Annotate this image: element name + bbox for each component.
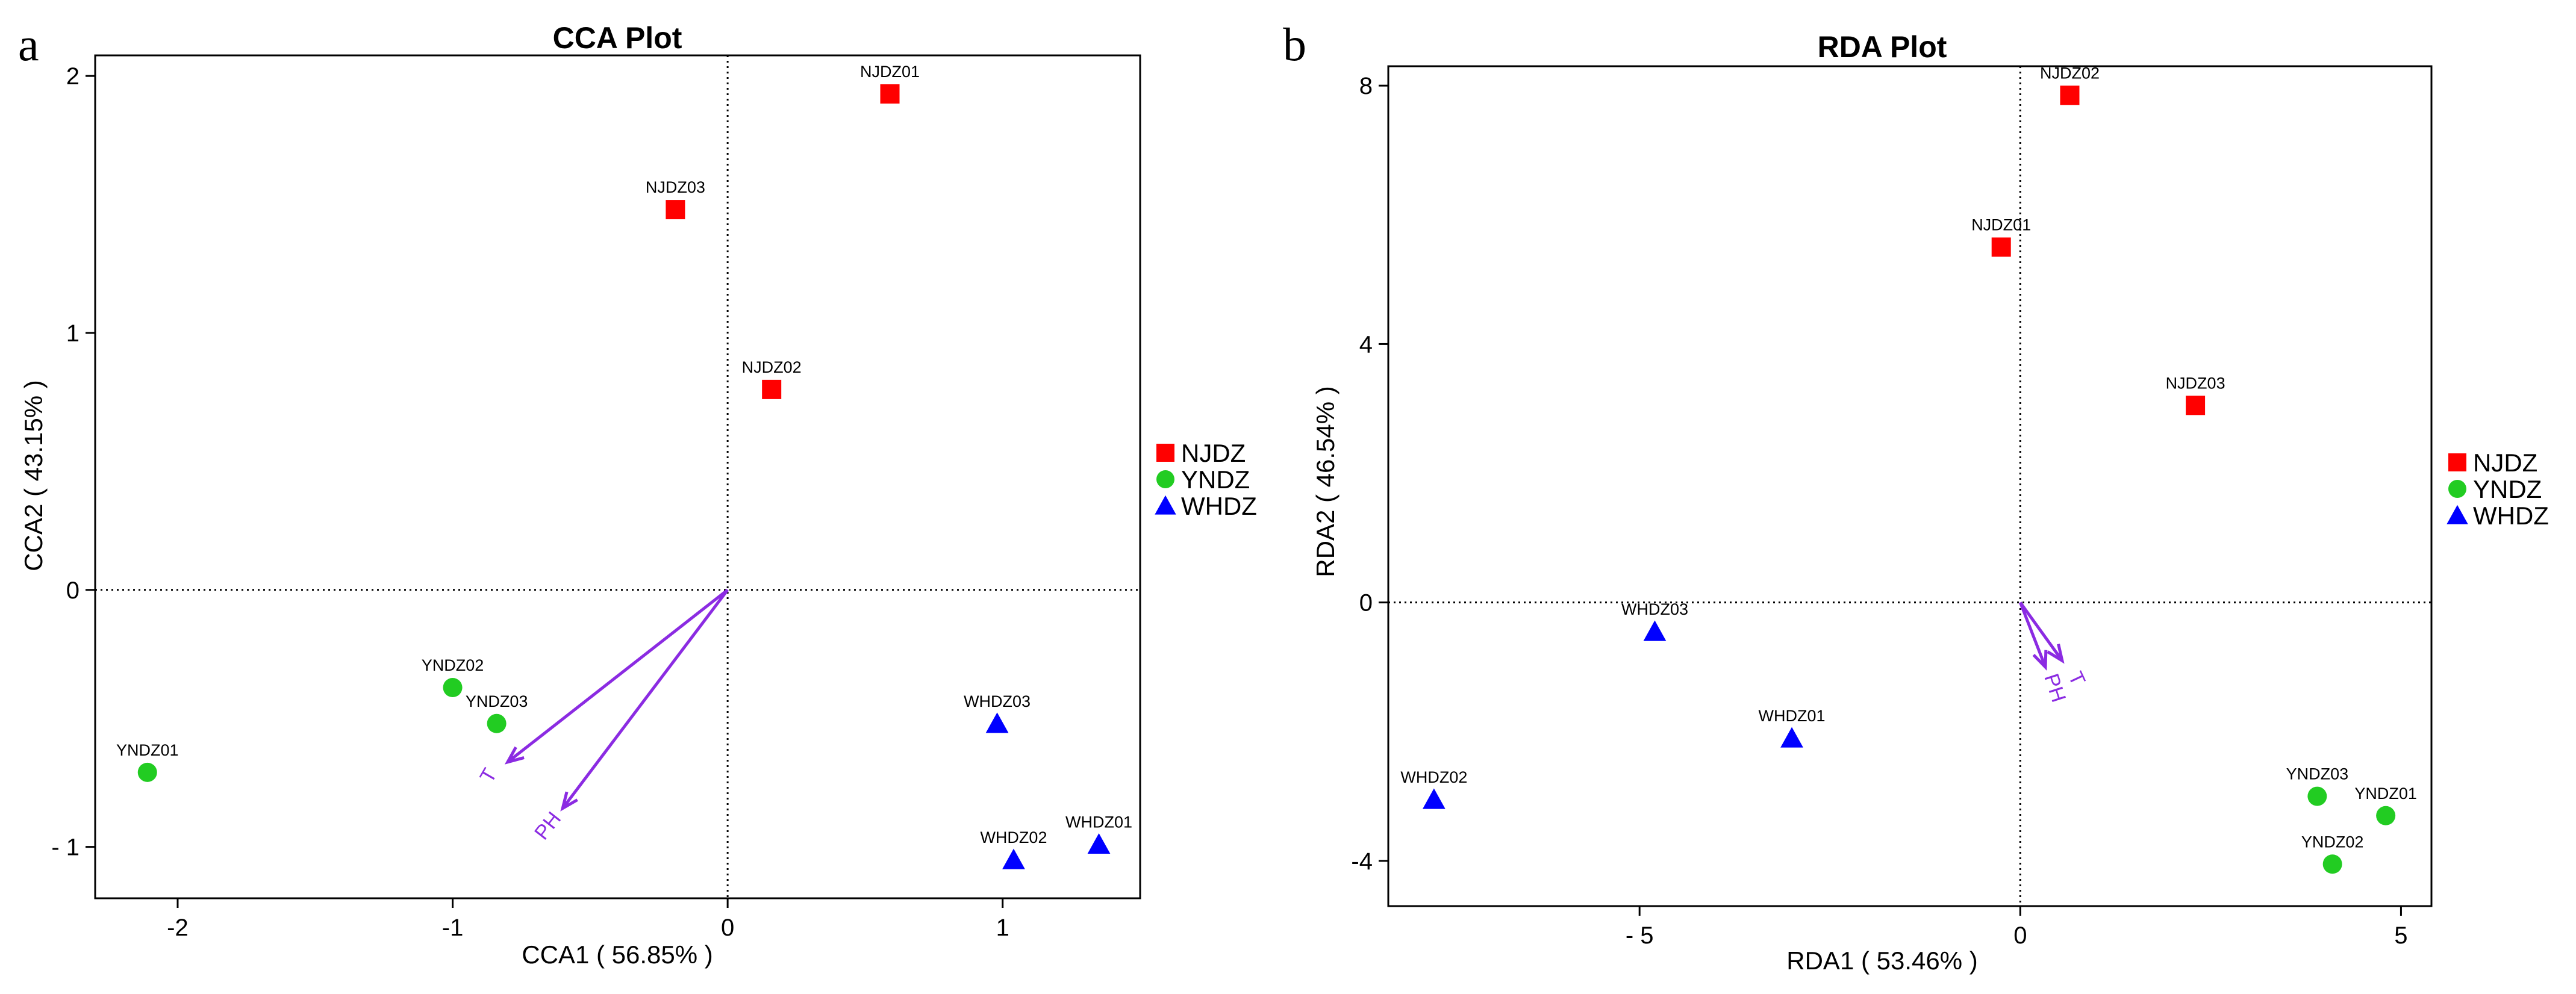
rda-point-njdz03	[2186, 396, 2206, 415]
rda-arrowhead-ph	[2032, 650, 2048, 671]
rda-point-whdz03	[1643, 620, 1667, 641]
rda-y-tick-label: -4	[1351, 848, 1373, 875]
rda-point-whdz02	[1422, 788, 1445, 809]
rda-point-label-yndz01: YNDZ01	[2354, 784, 2417, 803]
rda-points: NJDZ02 NJDZ01 NJDZ03 WHDZ03 WHDZ01 WHDZ02 YNDZ…	[1400, 64, 2417, 874]
cca-legend-label-whdz: WHDZ	[1181, 492, 1257, 520]
cca-env-arrows: T PH	[476, 588, 729, 844]
cca-point-yndz03	[487, 713, 507, 733]
cca-ticks: -2 -1 0 1 - 1 0 1 2	[51, 63, 1009, 941]
rda-arrow-t	[2019, 601, 2063, 662]
rda-title: RDA Plot	[1818, 30, 1947, 64]
cca-arrowhead-ph	[560, 791, 578, 812]
rda-panel: b RDA Plot RDA1 ( 53.46% ) RDA2 ( 46.54%…	[1283, 18, 2549, 975]
cca-x-tick-label: -1	[442, 915, 464, 941]
rda-point-yndz03	[2307, 786, 2327, 806]
rda-point-label-njdz01: NJDZ01	[1971, 216, 2031, 234]
rda-legend-label-whdz: WHDZ	[2473, 502, 2549, 530]
cca-y-tick-label: - 1	[51, 834, 80, 861]
cca-panel: a CCA Plot CCA1 ( 56.85% ) CCA2 ( 43.15%…	[18, 18, 1257, 969]
cca-legend-label-yndz: YNDZ	[1181, 465, 1250, 494]
rda-point-label-njdz02: NJDZ02	[2040, 64, 2100, 82]
cca-plot-frame	[94, 54, 1141, 899]
rda-point-njdz01	[1991, 237, 2011, 257]
rda-point-njdz02	[2060, 85, 2080, 105]
cca-x-tick-label: 0	[721, 915, 734, 941]
cca-legend-label-njdz: NJDZ	[1181, 439, 1246, 467]
panel-letter-a: a	[18, 18, 39, 70]
rda-arrow-label-ph: PH	[2039, 671, 2070, 705]
cca-point-label-whdz01: WHDZ01	[1065, 813, 1132, 831]
cca-reference-lines	[95, 55, 1140, 898]
rda-y-tick-label: 0	[1359, 590, 1373, 617]
cca-y-tick-label: 0	[66, 577, 80, 604]
rda-point-label-njdz03: NJDZ03	[2166, 374, 2225, 392]
cca-legend-marker-yndz	[1156, 470, 1174, 488]
cca-point-label-yndz01: YNDZ01	[116, 741, 179, 759]
cca-point-label-njdz01: NJDZ01	[860, 63, 920, 81]
cca-point-njdz01	[880, 84, 900, 104]
cca-x-axis-label: CCA1 ( 56.85% )	[522, 940, 713, 969]
cca-point-label-whdz03: WHDZ03	[964, 692, 1031, 710]
cca-arrow-label-ph: PH	[530, 807, 566, 844]
rda-plot-frame	[1387, 65, 2433, 907]
rda-legend-label-njdz: NJDZ	[2473, 449, 2537, 477]
rda-point-yndz02	[2322, 854, 2342, 874]
rda-arrow-ph	[2018, 601, 2047, 668]
rda-point-yndz01	[2376, 806, 2396, 825]
cca-title: CCA Plot	[553, 21, 682, 55]
cca-point-label-yndz02: YNDZ02	[422, 656, 484, 674]
cca-arrow-label-t: T	[476, 765, 502, 787]
rda-legend-marker-yndz	[2448, 480, 2466, 498]
rda-point-label-yndz02: YNDZ02	[2301, 833, 2364, 851]
cca-point-njdz03	[666, 200, 685, 220]
cca-legend-marker-whdz	[1155, 495, 1176, 515]
rda-point-label-whdz03: WHDZ03	[1621, 600, 1688, 618]
cca-point-njdz02	[762, 379, 782, 399]
cca-point-label-whdz02: WHDZ02	[980, 828, 1047, 846]
cca-legend-marker-njdz	[1156, 444, 1174, 462]
cca-point-label-njdz03: NJDZ03	[646, 178, 705, 196]
panel-letter-b: b	[1283, 18, 1306, 70]
cca-arrowhead-t	[504, 746, 525, 765]
rda-legend-marker-njdz	[2448, 453, 2466, 471]
rda-x-tick-label: - 5	[1626, 922, 1654, 949]
rda-env-arrows: TPH	[2018, 601, 2089, 705]
rda-legend-marker-whdz	[2447, 505, 2468, 524]
cca-point-whdz03	[985, 712, 1009, 733]
rda-y-tick-label: 4	[1359, 331, 1373, 358]
rda-ticks: - 5 0 5 -4 0 4 8	[1351, 73, 2407, 949]
cca-point-whdz02	[1002, 848, 1025, 869]
cca-y-tick-label: 1	[66, 320, 80, 347]
rda-point-label-whdz02: WHDZ02	[1400, 768, 1467, 786]
rda-point-whdz01	[1780, 727, 1803, 748]
rda-x-tick-label: 5	[2394, 922, 2407, 949]
cca-y-tick-label: 2	[66, 63, 80, 90]
rda-point-label-yndz03: YNDZ03	[2286, 765, 2349, 783]
cca-x-tick-label: 1	[996, 915, 1009, 941]
cca-x-tick-label: -2	[167, 915, 189, 941]
cca-y-axis-label: CCA2 ( 43.15% )	[19, 380, 48, 571]
cca-point-label-yndz03: YNDZ03	[466, 692, 528, 710]
rda-x-axis-label: RDA1 ( 53.46% )	[1786, 946, 1977, 975]
rda-point-label-whdz01: WHDZ01	[1759, 707, 1826, 725]
cca-arrow-t	[507, 588, 729, 763]
rda-y-axis-label: RDA2 ( 46.54% )	[1311, 386, 1339, 577]
cca-points: NJDZ01 NJDZ03 NJDZ02 YNDZ02 YNDZ03 YNDZ01 WHDZ…	[116, 63, 1132, 869]
rda-arrow-label-t: T	[2063, 668, 2089, 689]
cca-point-label-njdz02: NJDZ02	[742, 358, 802, 376]
rda-arrowhead-t	[2047, 644, 2065, 664]
cca-arrow-ph	[561, 589, 729, 810]
cca-point-yndz01	[137, 762, 157, 782]
rda-legend-label-yndz: YNDZ	[2473, 475, 2542, 503]
cca-point-whdz01	[1087, 833, 1111, 854]
rda-x-tick-label: 0	[2013, 922, 2027, 949]
rda-reference-lines	[1388, 66, 2431, 906]
cca-point-yndz02	[443, 678, 463, 697]
rda-y-tick-label: 8	[1359, 73, 1373, 99]
